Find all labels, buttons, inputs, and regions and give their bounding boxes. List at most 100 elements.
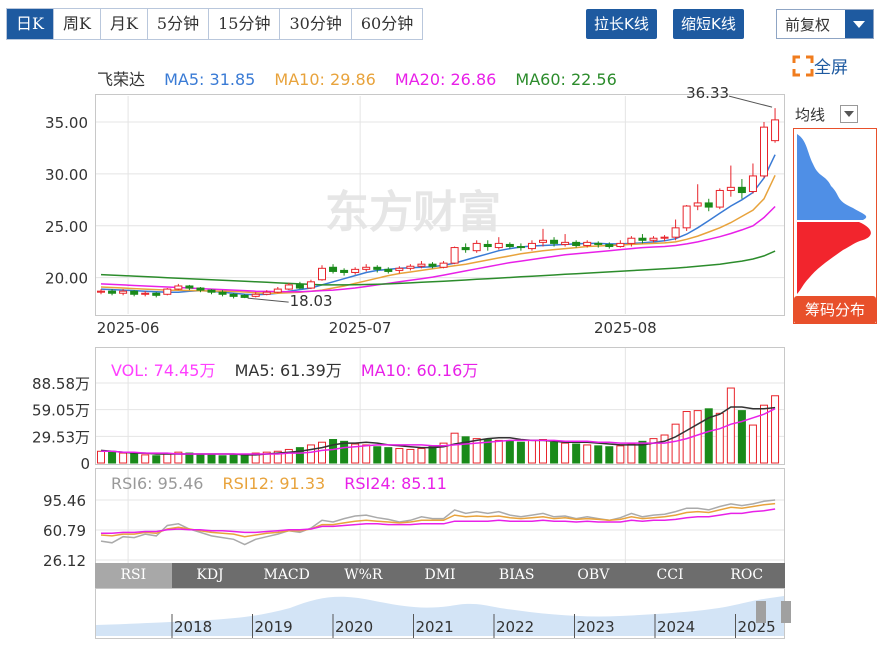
candle — [384, 267, 393, 274]
candle — [737, 179, 746, 199]
tab-indicator-obv[interactable]: OBV — [577, 567, 610, 583]
candle — [119, 289, 128, 296]
chip-loss-area — [797, 222, 871, 294]
shorten-kline-button[interactable]: 缩短K线 — [673, 9, 744, 39]
tab-period-0[interactable]: 日K — [7, 9, 54, 39]
candle-body — [295, 284, 304, 289]
candle-body — [505, 243, 514, 248]
candle-body — [715, 189, 724, 208]
price-panel — [95, 94, 785, 316]
candle — [196, 287, 205, 293]
volume-bar — [461, 436, 470, 464]
candle-body — [472, 242, 481, 252]
candle — [240, 294, 249, 299]
tab-period-1[interactable]: 周K — [53, 9, 101, 39]
timeline-axis: 2018 2019 2020 2021 2022 2023 2024 2025 — [171, 614, 776, 638]
candle-body — [251, 293, 260, 297]
volume-bar — [539, 439, 547, 464]
candlesticks — [97, 108, 780, 299]
tab-indicator-roc[interactable]: ROC — [730, 567, 764, 583]
candle — [273, 287, 282, 294]
volume-bar — [97, 450, 105, 464]
candle-body — [693, 202, 702, 207]
candle — [340, 268, 349, 276]
tab-indicator-wr[interactable]: W%R — [344, 567, 383, 583]
timeline-handle-right[interactable] — [781, 601, 791, 623]
candle-body — [97, 290, 105, 293]
volume-bar — [196, 453, 205, 464]
tab-period-6[interactable]: 60分钟 — [351, 9, 423, 39]
candle-body — [163, 288, 172, 295]
candle — [693, 184, 702, 211]
candle-body — [660, 236, 669, 239]
candle — [483, 240, 492, 251]
volume-bar — [417, 448, 426, 464]
price-grid — [96, 96, 784, 314]
tab-indicator-dmi[interactable]: DMI — [424, 567, 456, 583]
legend-vol: VOL: 74.45万 — [111, 361, 216, 380]
price-line-ma60 — [100, 250, 776, 286]
volume-legend: VOL: 74.45万 MA5: 61.39万 MA10: 60.16万 — [111, 357, 492, 381]
volume-ma-lines — [100, 406, 776, 456]
legend-ma10: MA10: 29.86 — [274, 70, 376, 89]
timeline-handle-left[interactable] — [756, 601, 766, 623]
candle-body — [572, 241, 581, 246]
volume-bar — [483, 439, 492, 464]
volume-bar — [450, 432, 459, 464]
volume-bar — [605, 446, 614, 464]
tab-indicator-bias[interactable]: BIAS — [498, 567, 535, 583]
tab-period-2[interactable]: 月K — [100, 9, 148, 39]
rsi-lines — [100, 499, 776, 546]
indicator-tabs: RSI KDJ MACD W%R DMI BIAS OBV CCI ROC — [95, 563, 785, 588]
candle-body — [682, 205, 691, 229]
chip-distribution-button[interactable]: 筹码分布 — [794, 296, 876, 324]
candle — [494, 237, 503, 250]
rsi-line-rsi6 — [100, 499, 776, 546]
candle-body — [550, 239, 559, 244]
legend-vol-ma10: MA10: 60.16万 — [360, 361, 479, 380]
tab-period-5[interactable]: 30分钟 — [280, 9, 352, 39]
candle-body — [284, 284, 293, 290]
candle — [207, 289, 216, 295]
date-tick-label: 2025-07 — [329, 319, 392, 337]
volume-bar — [262, 451, 271, 464]
candle — [284, 282, 293, 291]
tab-indicator-cci[interactable]: CCI — [656, 567, 684, 583]
candle-body — [329, 266, 338, 272]
fullscreen-button[interactable]: 全屏 — [792, 53, 848, 78]
candle-body — [207, 289, 216, 293]
timeline-area — [96, 596, 784, 636]
candle — [461, 243, 470, 253]
price-line-ma20 — [100, 205, 776, 293]
timeline-year-label: 2023 — [577, 618, 615, 636]
chip-mode-select[interactable]: 均线 — [795, 104, 858, 125]
volume-bar — [218, 455, 227, 464]
stretch-kline-button[interactable]: 拉长K线 — [586, 9, 657, 39]
candle-body — [494, 242, 503, 249]
candle — [306, 279, 315, 290]
candle-body — [627, 237, 636, 244]
legend-rsi24: RSI24: 85.11 — [344, 474, 447, 493]
tab-indicator-macd[interactable]: MACD — [263, 567, 310, 583]
candle-body — [428, 263, 437, 267]
chip-mode-dropdown — [839, 105, 858, 123]
tab-period-4[interactable]: 15分钟 — [209, 9, 281, 39]
tab-period-3[interactable]: 5分钟 — [147, 9, 210, 39]
rsi-tick-label: 26.12 — [43, 552, 86, 570]
period-tabs: 日K 周K 月K 5分钟 15分钟 30分钟 60分钟 — [6, 8, 424, 40]
candle-body — [174, 285, 183, 290]
volume-bar — [760, 404, 768, 464]
volume-bar — [494, 439, 503, 464]
price-tick-label: 35.00 — [45, 114, 88, 132]
chevron-down-icon — [845, 10, 873, 38]
volume-bar — [207, 454, 216, 464]
candle — [505, 242, 514, 249]
candle — [583, 240, 592, 248]
candle — [682, 205, 691, 231]
tab-indicator-rsi[interactable]: RSI — [95, 563, 172, 588]
candle — [704, 198, 713, 212]
rights-select[interactable]: 前复权 — [776, 9, 874, 39]
date-axis: 2025-06 2025-07 2025-08 — [97, 319, 657, 337]
tab-indicator-kdj[interactable]: KDJ — [196, 567, 224, 583]
volume-bar — [704, 408, 713, 464]
